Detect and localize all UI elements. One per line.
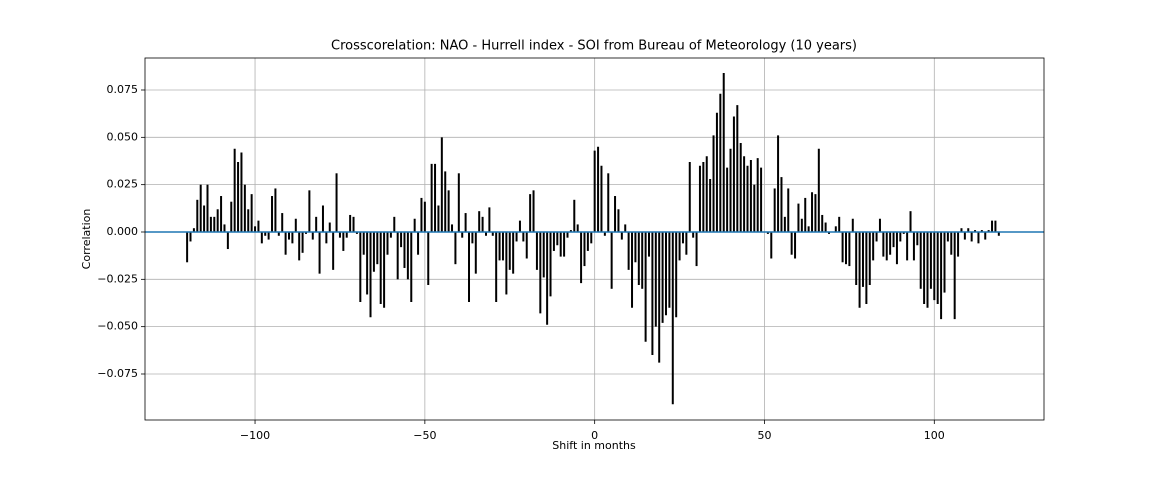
- x-axis-label: Shift in months: [552, 439, 636, 452]
- y-tick-label: 0.050: [107, 130, 139, 143]
- y-axis-label: Correlation: [80, 209, 93, 270]
- x-tick-label: 100: [924, 429, 945, 442]
- x-tick-label: 0: [591, 429, 598, 442]
- y-tick-label: −0.025: [97, 272, 138, 285]
- x-tick-label: 50: [757, 429, 771, 442]
- x-tick-label: −50: [413, 429, 436, 442]
- y-tick-label: 0.075: [107, 83, 139, 96]
- chart-title: Crosscorelation: NAO - Hurrell index - S…: [331, 39, 857, 54]
- plot-frame: [144, 57, 1045, 421]
- y-tick-label: 0.025: [107, 178, 139, 191]
- y-tick-label: −0.075: [97, 367, 138, 380]
- y-tick-label: −0.050: [97, 320, 138, 333]
- x-tick-label: −100: [240, 429, 270, 442]
- y-tick-label: 0.000: [107, 225, 139, 238]
